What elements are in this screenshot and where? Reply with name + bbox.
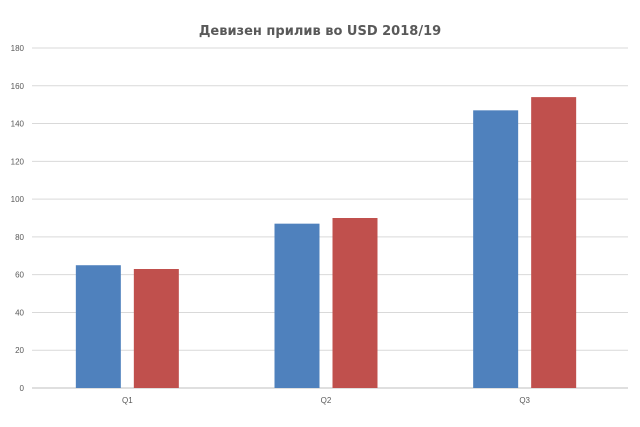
- y-tick-label: 20: [15, 346, 24, 355]
- y-tick-label: 160: [11, 82, 25, 91]
- bar-q2-series-1: [274, 223, 320, 388]
- y-tick-label: 0: [20, 384, 25, 393]
- y-tick-label: 140: [11, 120, 25, 129]
- x-tick-label: Q1: [122, 396, 133, 405]
- bar-q2-series-2: [332, 218, 378, 388]
- x-tick-label: Q3: [519, 396, 530, 405]
- y-tick-label: 40: [15, 308, 24, 317]
- x-tick-label: Q2: [321, 396, 332, 405]
- y-tick-label: 100: [11, 195, 25, 204]
- y-tick-label: 120: [11, 157, 25, 166]
- bar-q1-series-2: [133, 269, 179, 388]
- bar-q1-series-1: [75, 265, 121, 388]
- y-tick-label: 80: [15, 233, 24, 242]
- y-tick-label: 60: [15, 271, 24, 280]
- chart-title: Девизен прилив во USD 2018/19: [198, 24, 442, 39]
- bar-q3-series-2: [531, 97, 577, 388]
- bar-q3-series-1: [473, 110, 519, 388]
- y-tick-label: 180: [11, 44, 25, 53]
